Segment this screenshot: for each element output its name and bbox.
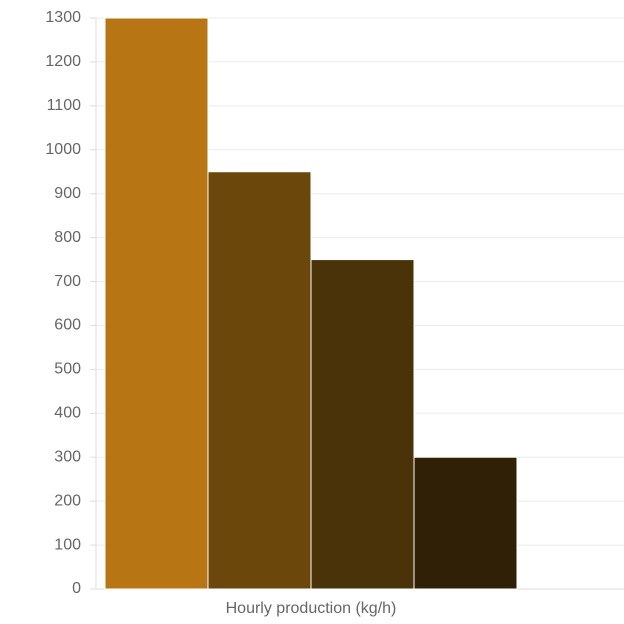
y-tick-label: 600	[54, 317, 81, 334]
y-tick-label: 1000	[45, 141, 81, 158]
y-tick-label: 400	[54, 405, 81, 422]
y-tick-label: 0	[72, 580, 81, 597]
bar	[310, 259, 415, 590]
y-tick-label: 500	[54, 361, 81, 378]
x-tick-label: Hourly production (kg/h)	[226, 600, 397, 617]
bar	[104, 17, 209, 590]
y-tick-label: 1100	[47, 97, 82, 114]
bar	[413, 456, 518, 590]
y-tick-label: 300	[54, 448, 81, 465]
y-tick-label: 700	[54, 273, 81, 290]
y-tick-label: 1200	[45, 53, 81, 70]
y-tick-label: 800	[54, 229, 81, 246]
bar	[207, 171, 312, 590]
y-tick-label: 200	[54, 492, 81, 509]
y-tick-label: 100	[54, 536, 81, 553]
y-tick-label: 1300	[45, 9, 81, 26]
y-tick-label: 900	[54, 185, 81, 202]
